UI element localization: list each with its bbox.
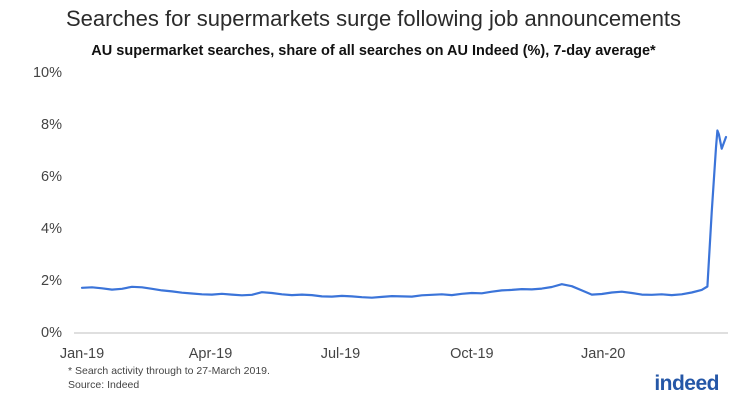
y-tick-label: 4% [41,221,62,237]
x-tick-label: Jan-19 [60,346,104,362]
y-tick-label: 10% [33,65,62,81]
chart-title: Searches for supermarkets surge followin… [65,6,682,31]
series-line [80,129,728,299]
x-tick-label: Jan-20 [581,346,625,362]
x-tick-label: Jul-19 [321,346,361,362]
chart-subtitle: AU supermarket searches, share of all se… [91,43,656,59]
plot-area [80,129,728,299]
x-tick-label: Oct-19 [450,346,494,362]
source-note: Source: Indeed [68,379,140,391]
x-axis: Jan-19 Apr-19 Jul-19 Oct-19 Jan-20 [60,332,728,362]
y-tick-label: 6% [41,169,62,185]
y-tick-label: 2% [41,273,62,289]
y-axis: 0% 2% 4% 6% 8% 10% [33,65,62,341]
y-tick-label: 8% [41,117,62,133]
footnote: * Search activity through to 27-March 20… [68,365,270,377]
indeed-logo: indeed [654,372,719,395]
x-tick-label: Apr-19 [189,346,233,362]
y-tick-label: 0% [41,325,62,341]
